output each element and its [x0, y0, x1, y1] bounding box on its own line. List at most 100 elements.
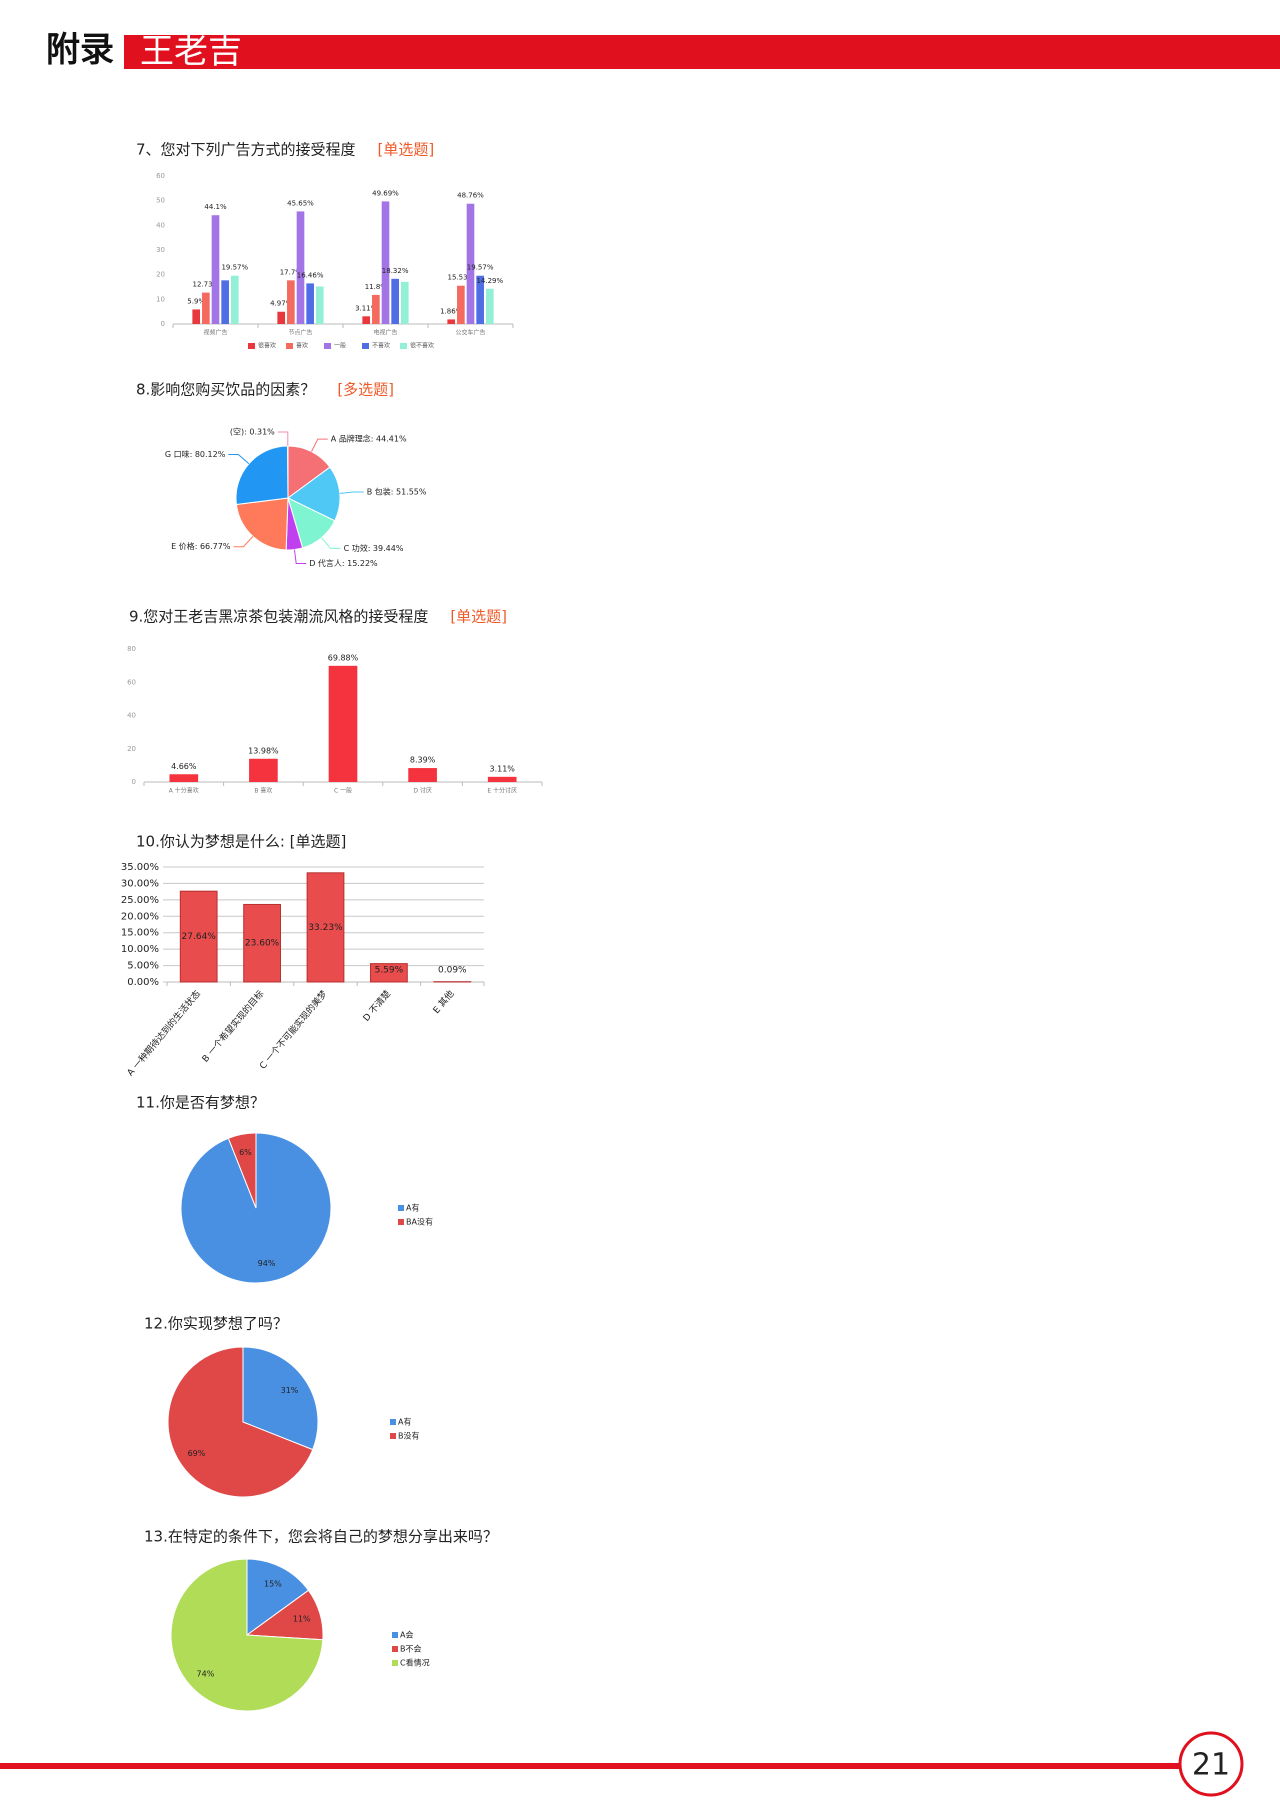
bar — [249, 758, 278, 782]
slice-label: 15% — [264, 1580, 282, 1589]
x-tick-label: E 其他 — [430, 988, 456, 1016]
y-tick-label: 0.00% — [127, 977, 159, 988]
value-label: 27.64% — [182, 932, 217, 942]
bar — [391, 278, 399, 324]
pie-slice — [167, 1346, 314, 1498]
slice-label: 69% — [188, 1449, 206, 1458]
value-label: 0.09% — [438, 966, 467, 976]
leader-line — [293, 549, 307, 564]
value-label: 3.11% — [489, 764, 515, 773]
bar — [328, 665, 358, 782]
bar — [179, 890, 218, 983]
bar — [169, 774, 199, 782]
bar — [485, 288, 494, 324]
slice-label: D 代言人: 15.22% — [309, 558, 378, 568]
bar — [408, 768, 437, 782]
value-label: 4.97% — [270, 300, 293, 308]
value-label: 44.1% — [204, 203, 227, 211]
pie-slice — [235, 497, 289, 551]
y-tick-label: 20 — [127, 745, 136, 753]
legend-label: 很不喜欢 — [410, 342, 434, 350]
bar — [487, 776, 517, 782]
bar — [277, 311, 286, 324]
legend-swatch — [286, 343, 293, 349]
chart-title: 8.影响您购买饮品的因素？ — [136, 381, 315, 399]
legend-swatch — [392, 1632, 398, 1638]
y-tick-label: 20 — [156, 271, 165, 279]
x-tick-label: 公交车广告 — [455, 329, 485, 337]
bar — [211, 215, 220, 324]
x-tick-label: C 一般 — [334, 787, 352, 795]
x-tick-label: E 十分讨厌 — [487, 787, 517, 795]
legend-label: A有 — [398, 1417, 411, 1427]
x-tick-label: B 喜欢 — [254, 787, 272, 795]
pie-slice — [246, 1558, 310, 1636]
pie-slice — [170, 1558, 324, 1712]
y-tick-label: 60 — [127, 678, 136, 686]
value-label: 18.32% — [382, 267, 409, 275]
y-tick-label: 35.00% — [121, 862, 159, 873]
chart-title: 11.你是否有梦想？ — [136, 1094, 265, 1112]
value-label: 12.73% — [192, 281, 219, 289]
value-label: 11.8% — [365, 283, 388, 291]
leader-line — [228, 454, 250, 465]
bar — [202, 292, 210, 324]
y-tick-label: 0 — [132, 778, 136, 786]
x-tick-label: D 讨厌 — [413, 787, 432, 795]
slice-label: C 功效: 39.44% — [344, 543, 404, 553]
y-tick-label: 5.00% — [127, 961, 159, 972]
legend-swatch — [324, 343, 331, 349]
legend-swatch — [392, 1646, 398, 1652]
value-label: 14.29% — [476, 277, 503, 285]
bar — [381, 201, 390, 324]
value-label: 48.76% — [457, 192, 484, 200]
value-label: 33.23% — [308, 923, 343, 933]
pie-slice — [287, 445, 331, 499]
leader-line — [233, 536, 254, 548]
header-label: 附录 — [46, 30, 114, 70]
y-tick-label: 30 — [156, 246, 165, 254]
header-bar — [124, 35, 1280, 69]
slice-label: G 口味: 80.12% — [165, 449, 226, 459]
x-tick-label: A 一种期待达到的生活状态 — [124, 988, 203, 1078]
slice-label: B 包装: 51.55% — [367, 487, 427, 497]
chart-title: 7、您对下列广告方式的接受程度 — [136, 141, 356, 159]
bar — [372, 294, 380, 324]
value-label: 19.57% — [221, 264, 248, 272]
slice-label: (空): 0.31% — [230, 427, 275, 437]
slice-label: E 价格: 66.77% — [171, 541, 231, 551]
legend-swatch — [398, 1205, 404, 1211]
bar — [287, 280, 295, 324]
y-tick-label: 30.00% — [121, 878, 159, 889]
value-label: 49.69% — [372, 189, 399, 197]
value-label: 17.7% — [280, 268, 303, 276]
value-label: 16.46% — [297, 271, 324, 279]
x-tick-label: 节点广告 — [288, 329, 312, 337]
value-label: 8.39% — [410, 756, 436, 765]
value-label: 69.88% — [328, 653, 359, 662]
legend-label: 一般 — [334, 342, 346, 350]
leader-line — [311, 438, 328, 452]
bar — [457, 285, 465, 324]
bar — [243, 903, 281, 983]
bar — [192, 309, 201, 324]
x-tick-label: 电视广告 — [373, 329, 397, 337]
value-label: 15.53% — [447, 274, 474, 282]
legend-swatch — [248, 343, 255, 349]
x-tick-label: 视频广告 — [203, 329, 227, 337]
bar — [476, 275, 484, 324]
legend-swatch — [362, 343, 369, 349]
bar — [306, 283, 314, 324]
value-label: 13.98% — [248, 746, 279, 755]
leader-line — [321, 537, 341, 549]
legend-swatch — [390, 1433, 396, 1439]
page-number-circle — [1178, 1731, 1244, 1797]
y-tick-label: 60 — [156, 172, 165, 180]
pie-slice — [227, 1132, 257, 1209]
legend-swatch — [398, 1219, 404, 1225]
y-tick-label: 10 — [156, 295, 165, 303]
y-tick-label: 20.00% — [121, 911, 159, 922]
y-tick-label: 25.00% — [121, 895, 159, 906]
